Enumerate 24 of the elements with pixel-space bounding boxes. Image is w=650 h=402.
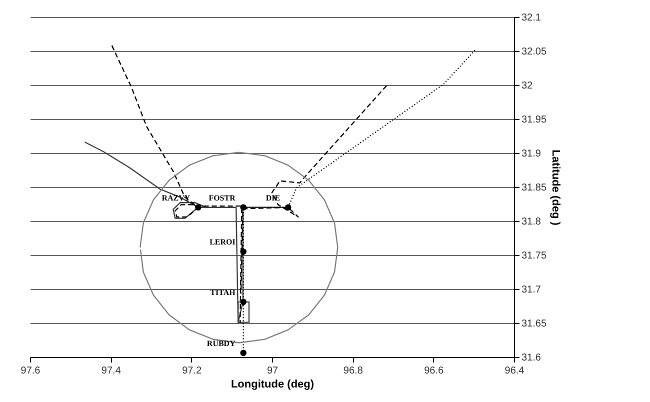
y-tick-label: 32.1 (522, 12, 542, 24)
x-tick-label: 97.2 (182, 366, 202, 376)
annotation: FOSTR (208, 193, 236, 202)
x-tick-label: 97 (266, 366, 278, 376)
y-tick-label: 31.85 (522, 182, 547, 194)
y-tick-label: 31.7 (522, 284, 542, 296)
y-axis-title: Latitude (deg ) (550, 150, 562, 226)
y-tick-label: 32.05 (522, 46, 547, 58)
y-tick-label: 31.8 (522, 216, 542, 228)
y-tick-label: 31.95 (522, 114, 547, 126)
x-tick-label: 96.4 (504, 366, 525, 376)
x-tick-label: 97.4 (101, 366, 122, 376)
y-tick-label: 31.75 (522, 250, 547, 262)
x-axis-title: Longitude (deg) (230, 378, 314, 390)
x-tick-label: 96.8 (343, 366, 364, 376)
y-tick-label: 31.6 (522, 352, 542, 364)
y-tick-label: 31.9 (522, 148, 542, 160)
y-tick-label: 32 (522, 80, 534, 92)
annotation: TITAH (210, 288, 236, 297)
y-tick-label: 31.65 (522, 318, 547, 330)
x-tick-label: 96.6 (424, 366, 444, 376)
x-tick-label: 97.6 (20, 366, 41, 376)
annotation: LEROI (210, 238, 236, 247)
annotation: RUBDY (206, 338, 236, 348)
